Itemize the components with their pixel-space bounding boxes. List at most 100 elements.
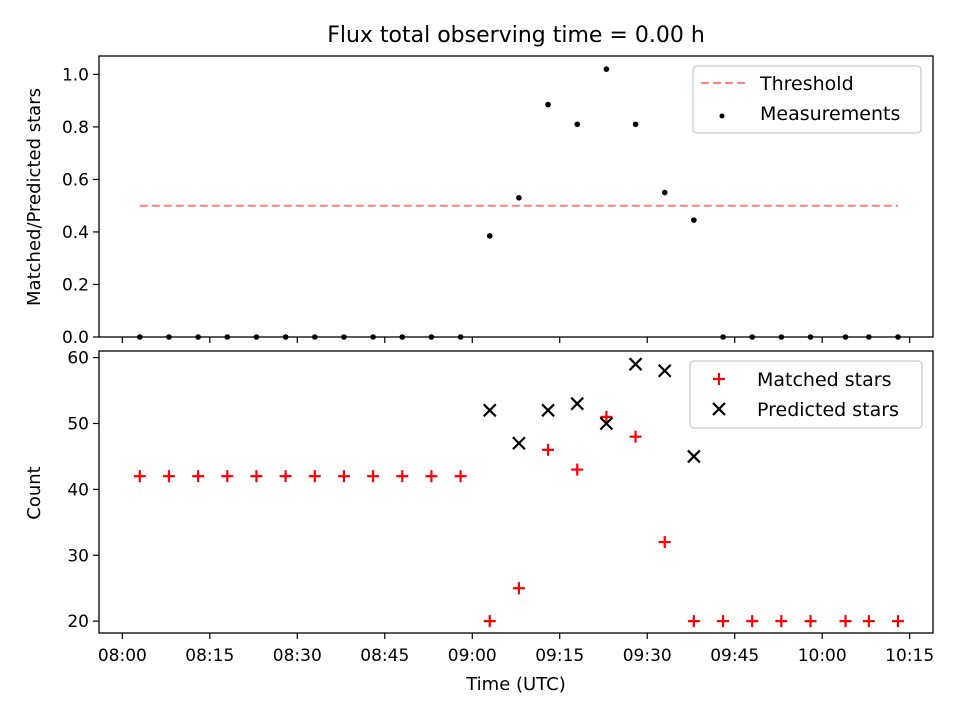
count-points — [133, 357, 905, 628]
measurement-point — [720, 334, 726, 340]
measurement-point — [516, 195, 522, 201]
measurement-point — [195, 334, 201, 340]
top-y-tick-label: 0.0 — [62, 328, 89, 348]
bottom-x-tick-label: 08:15 — [185, 646, 234, 666]
bottom-legend-box — [689, 360, 923, 429]
matched-stars-legend-swatch — [713, 373, 725, 385]
x-stroke — [570, 396, 585, 411]
top-y-tick-label: 1.0 — [62, 65, 89, 85]
matched-star-point — [192, 470, 205, 483]
bottom-x-tick-label: 09:30 — [623, 646, 672, 666]
top-legend: Threshold Measurements — [692, 65, 922, 134]
matched-star-point — [775, 615, 788, 628]
matched-star-point — [862, 615, 875, 628]
measurement-point — [137, 334, 143, 340]
measurement-point — [545, 101, 551, 108]
bottom-x-tick-label: 09:45 — [710, 646, 759, 666]
x-stroke — [687, 449, 701, 464]
matched-star-point — [804, 615, 817, 628]
measurement-point — [282, 334, 289, 340]
measurement-point — [603, 66, 610, 72]
x-axis-label: Time (UTC) — [465, 674, 566, 695]
bottom-y-tick-label: 30 — [67, 546, 89, 566]
measurement-point — [486, 233, 493, 239]
threshold-legend-label: Threshold — [759, 73, 854, 95]
matched-star-point — [250, 470, 263, 483]
matched-star-point — [425, 470, 438, 483]
predicted-stars-legend-swatch — [712, 402, 726, 416]
measurements-legend-label: Measurements — [760, 103, 900, 125]
measurement-point — [224, 334, 231, 340]
matched-star-point — [629, 430, 642, 443]
bottom-y-axis-label: Count — [24, 466, 45, 519]
predicted-star-point — [570, 396, 585, 411]
top-y-tick-label: 0.4 — [62, 223, 89, 243]
x-stroke — [541, 403, 555, 418]
measurement-point — [895, 334, 901, 340]
bottom-x-tick-label: 09:00 — [448, 646, 497, 666]
x-stroke — [599, 416, 614, 431]
measurement-point — [166, 334, 172, 340]
bottom-x-tick-label: 10:00 — [798, 646, 847, 666]
matched-star-point — [337, 470, 350, 483]
bottom-legend: Matched stars Predicted stars — [689, 360, 923, 429]
bottom-y-tick-label: 40 — [67, 480, 89, 500]
measurement-point — [842, 334, 849, 340]
matched-star-point — [542, 443, 555, 456]
top-y-axis: 0.0 0.2 0.4 0.6 0.8 1.0 — [62, 65, 99, 348]
matched-star-point — [839, 615, 852, 628]
measurement-points — [137, 66, 901, 340]
predicted-stars-legend-label: Predicted stars — [757, 399, 899, 421]
bottom-plot-area — [98, 350, 934, 634]
bottom-y-tick-label: 60 — [67, 349, 89, 369]
predicted-star-point — [657, 363, 672, 378]
measurement-point — [807, 334, 814, 340]
bottom-x-tick-label: 08:00 — [98, 646, 147, 666]
top-y-axis-label: Matched/Predicted stars — [24, 88, 45, 306]
chart-title: Flux total observing time = 0.00 h — [327, 23, 705, 48]
bottom-panel: 20 30 40 50 60 08:00 08:15 08:30 08:45 09:00 09:1… — [24, 349, 934, 695]
matched-star-point — [367, 470, 380, 483]
predicted-star-point — [512, 436, 526, 451]
predicted-star-point — [628, 357, 643, 371]
top-legend-box — [692, 65, 922, 134]
measurement-point — [691, 217, 697, 223]
matched-legend-marker — [713, 373, 725, 385]
predicted-star-point — [599, 416, 614, 431]
measurement-point — [399, 334, 406, 340]
bottom-x-tick-label: 08:45 — [360, 646, 409, 666]
measurement-point — [632, 121, 639, 128]
matched-stars-legend-label: Matched stars — [757, 369, 891, 391]
top-panel: 0.0 0.2 0.4 0.6 0.8 1.0 Matched/Predicted sta… — [24, 55, 934, 348]
top-y-tick-label: 0.2 — [62, 275, 89, 295]
measurement-point — [866, 334, 872, 340]
bottom-y-tick-label: 50 — [67, 414, 89, 434]
measurement-point — [311, 334, 318, 340]
bottom-x-tick-label: 08:30 — [273, 646, 322, 666]
bottom-x-tick-label: 10:15 — [885, 646, 934, 666]
matched-star-point — [512, 582, 525, 595]
measurement-point — [749, 334, 756, 340]
bottom-y-axis: 20 30 40 50 60 — [67, 349, 99, 632]
predicted-legend-marker — [712, 402, 726, 416]
measurement-point — [661, 189, 668, 196]
matched-star-point — [396, 470, 409, 483]
matched-star-point — [454, 470, 467, 483]
matched-star-point — [600, 410, 613, 423]
matched-star-point — [162, 470, 175, 483]
measurement-point — [778, 334, 785, 340]
x-stroke — [712, 402, 726, 416]
measurement-point — [428, 334, 435, 340]
matched-star-point — [658, 536, 671, 549]
matched-star-point — [746, 615, 759, 628]
measurements-legend-swatch — [719, 113, 725, 119]
matched-star-point — [571, 463, 584, 476]
bottom-x-tick-label: 09:15 — [535, 646, 584, 666]
x-stroke — [657, 363, 672, 378]
measurement-point — [253, 334, 260, 340]
bottom-x-axis: 08:00 08:15 08:30 08:45 09:00 09:15 09:30 09:45… — [98, 633, 934, 666]
top-y-tick-label: 0.6 — [62, 170, 89, 190]
predicted-star-point — [541, 403, 555, 418]
matched-star-point — [687, 615, 700, 628]
